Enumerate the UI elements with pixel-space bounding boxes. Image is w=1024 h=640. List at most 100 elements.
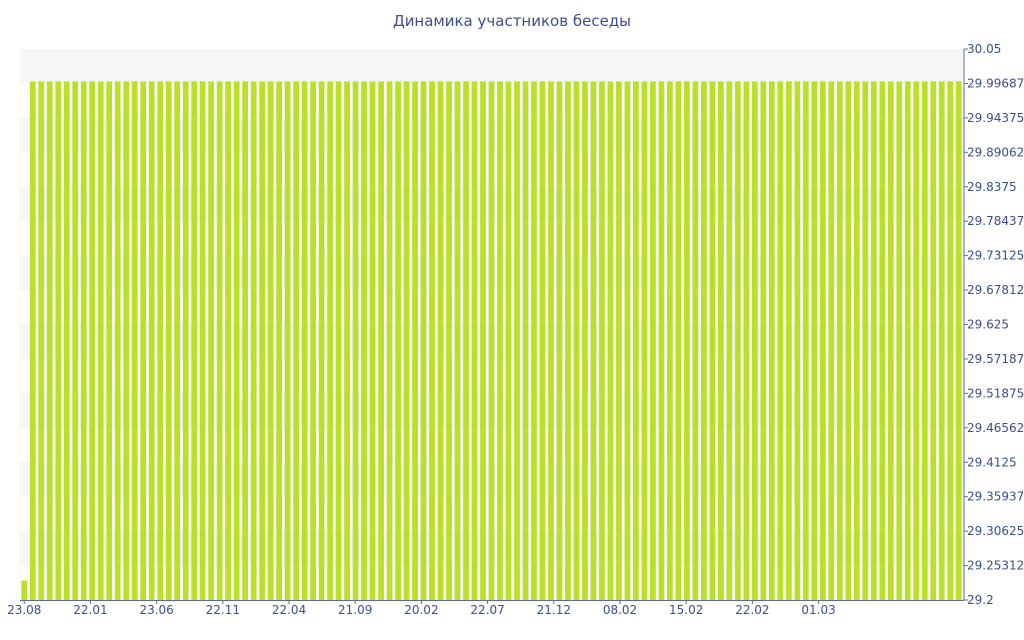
bar xyxy=(369,81,376,600)
y-tick-label: 29.25312 xyxy=(967,559,1024,573)
bar xyxy=(955,81,962,600)
bar xyxy=(72,81,79,600)
bar xyxy=(267,81,274,600)
x-tick-label: 20.02 xyxy=(404,603,438,617)
bar xyxy=(845,81,852,600)
x-tick-label: 08.02 xyxy=(603,603,637,617)
bar xyxy=(938,81,945,600)
bar xyxy=(318,81,325,600)
bar xyxy=(352,81,359,600)
bar xyxy=(913,81,920,600)
bar xyxy=(896,81,903,600)
bar xyxy=(709,81,716,600)
bar xyxy=(684,81,690,600)
bar xyxy=(182,81,189,600)
bar xyxy=(599,81,605,600)
bar xyxy=(63,81,70,600)
bar xyxy=(667,81,673,600)
bar xyxy=(199,81,206,600)
bar xyxy=(80,81,87,600)
y-axis-ticks: 30.05 29.99687 29.94375 29.89062 29.8375 29.7… xyxy=(964,42,1024,607)
chart-title: Динамика участников беседы xyxy=(392,12,632,30)
bar xyxy=(395,81,401,600)
bar xyxy=(768,81,775,600)
bar xyxy=(726,81,733,600)
bar xyxy=(921,81,928,600)
bars xyxy=(21,81,962,600)
bar xyxy=(582,81,588,600)
bar xyxy=(429,81,435,600)
bar xyxy=(471,81,478,600)
bar xyxy=(55,81,62,600)
bar xyxy=(293,81,299,600)
bar xyxy=(378,81,384,600)
x-tick-label: 22.02 xyxy=(735,603,769,617)
bar xyxy=(573,81,580,600)
bar xyxy=(403,81,410,600)
grid-band xyxy=(20,49,963,84)
bar xyxy=(819,81,826,600)
bar xyxy=(887,81,894,600)
bar xyxy=(233,81,240,600)
bar xyxy=(743,81,750,600)
bar xyxy=(853,81,860,600)
bar xyxy=(751,81,758,600)
bar xyxy=(947,81,954,600)
bar xyxy=(46,81,53,600)
bar xyxy=(344,81,350,600)
bar xyxy=(505,81,512,600)
bar xyxy=(828,81,835,600)
x-tick-label: 21.12 xyxy=(537,603,571,617)
bar xyxy=(607,81,614,600)
bar xyxy=(650,81,656,600)
y-tick-label: 29.73125 xyxy=(967,249,1024,263)
bar xyxy=(225,81,232,600)
y-tick-label: 29.46562 xyxy=(967,421,1024,435)
y-tick-label: 29.30625 xyxy=(967,524,1024,538)
bar xyxy=(148,81,155,600)
bar xyxy=(301,81,308,600)
y-tick-label: 29.625 xyxy=(967,318,1009,332)
bar xyxy=(480,81,486,600)
x-tick-label: 21.09 xyxy=(338,603,372,617)
bar xyxy=(624,81,631,600)
bar xyxy=(658,81,665,600)
y-tick-label: 29.35937 xyxy=(967,490,1024,504)
x-tick-label: 01.03 xyxy=(801,603,835,617)
bar xyxy=(760,81,767,600)
bar xyxy=(531,81,537,600)
y-tick-label: 29.89062 xyxy=(967,145,1024,159)
y-tick-label: 29.57187 xyxy=(967,352,1024,366)
bar xyxy=(114,81,121,600)
x-tick-label: 22.07 xyxy=(470,603,504,617)
x-tick-label: 15.02 xyxy=(669,603,703,617)
bar xyxy=(777,81,784,600)
bar xyxy=(879,81,886,600)
bar xyxy=(335,81,342,600)
y-tick-label: 29.8375 xyxy=(967,180,1017,194)
bar xyxy=(836,81,843,600)
bar xyxy=(463,81,469,600)
x-tick-label: 22.04 xyxy=(272,603,306,617)
bar xyxy=(327,81,333,600)
y-tick-label: 29.67812 xyxy=(967,283,1024,297)
bar xyxy=(870,81,877,600)
bar xyxy=(361,81,367,600)
y-tick-label: 29.4125 xyxy=(967,455,1017,469)
bar xyxy=(208,81,215,600)
bar xyxy=(717,81,724,600)
bar xyxy=(565,81,571,600)
bar xyxy=(454,81,461,600)
y-tick-label: 29.2 xyxy=(967,593,994,607)
bar xyxy=(157,81,164,600)
bar xyxy=(641,81,648,600)
bar xyxy=(616,81,622,600)
bar xyxy=(89,81,96,600)
bar xyxy=(131,81,138,600)
bar xyxy=(548,81,554,600)
bar xyxy=(276,81,282,600)
bar xyxy=(633,81,639,600)
y-tick-label: 29.94375 xyxy=(967,111,1024,125)
bar xyxy=(701,81,707,600)
